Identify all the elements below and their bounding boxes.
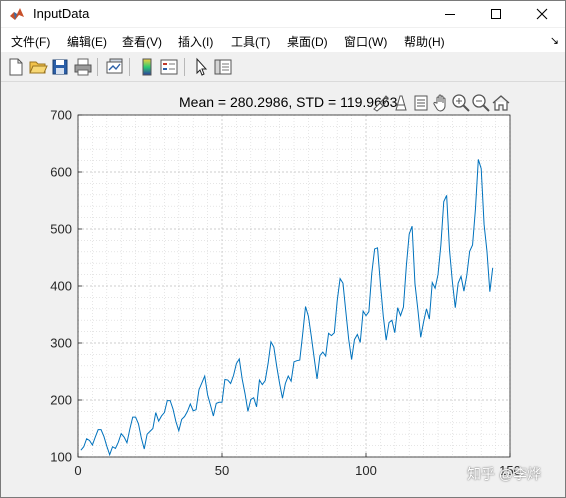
chart-title: Mean = 280.2986, STD = 119.9663 bbox=[179, 94, 398, 110]
zoom-in-icon[interactable] bbox=[451, 93, 471, 113]
rotate-icon[interactable] bbox=[411, 93, 431, 113]
title-bar[interactable]: InputData bbox=[1, 1, 565, 27]
toolbar-separator bbox=[97, 58, 98, 76]
print-icon[interactable] bbox=[73, 57, 93, 77]
menu-desktop[interactable]: 桌面(D) bbox=[287, 35, 328, 49]
x-tick-label: 0 bbox=[74, 463, 81, 478]
menu-file[interactable]: 文件(F) bbox=[11, 35, 51, 49]
maximize-button[interactable] bbox=[473, 1, 519, 27]
menu-tools[interactable]: 工具(T) bbox=[231, 35, 271, 49]
maximize-icon bbox=[491, 9, 501, 19]
y-tick-label: 100 bbox=[50, 450, 72, 465]
menu-view[interactable]: 查看(V) bbox=[122, 35, 162, 49]
insert-colorbar-icon[interactable] bbox=[137, 57, 157, 77]
toolbar-separator bbox=[129, 58, 130, 76]
insert-legend-icon[interactable] bbox=[159, 57, 179, 77]
close-button[interactable] bbox=[519, 1, 565, 27]
axes-ticks: 0 50 100 150 100 200 300 400 500 600 700 bbox=[50, 108, 521, 479]
y-tick-label: 400 bbox=[50, 279, 72, 294]
minimize-icon bbox=[445, 14, 455, 15]
y-tick-label: 700 bbox=[50, 108, 72, 123]
menu-insert[interactable]: 插入(I) bbox=[178, 35, 214, 49]
menu-window[interactable]: 窗口(W) bbox=[344, 35, 388, 49]
toolbar-separator bbox=[184, 58, 185, 76]
data-tips-icon[interactable] bbox=[391, 93, 411, 113]
chart-canvas[interactable]: 0 50 100 150 100 200 300 400 500 600 700 bbox=[1, 82, 565, 497]
watermark: 知乎 @李烨 bbox=[467, 466, 542, 482]
x-tick-label: 100 bbox=[355, 463, 377, 478]
axes-toolbar bbox=[371, 93, 513, 113]
y-tick-label: 500 bbox=[50, 222, 72, 237]
matlab-icon bbox=[10, 8, 24, 20]
y-tick-label: 200 bbox=[50, 393, 72, 408]
y-tick-label: 300 bbox=[50, 336, 72, 351]
figure-canvas: 0 50 100 150 100 200 300 400 500 600 700 bbox=[1, 82, 565, 497]
minimize-button[interactable] bbox=[427, 1, 473, 27]
x-tick-label: 50 bbox=[215, 463, 229, 478]
series-line-0[interactable] bbox=[80, 159, 494, 457]
brush-icon[interactable] bbox=[371, 93, 391, 113]
y-tick-label: 600 bbox=[50, 165, 72, 180]
save-icon[interactable] bbox=[50, 57, 70, 77]
x-tick-label: 150 bbox=[499, 463, 521, 478]
link-plot-icon[interactable] bbox=[105, 57, 125, 77]
new-figure-icon[interactable] bbox=[6, 57, 26, 77]
open-file-icon[interactable] bbox=[28, 57, 48, 77]
zoom-out-icon[interactable] bbox=[471, 93, 491, 113]
menu-collapse-arrow[interactable]: ↘ bbox=[549, 35, 559, 47]
figure-toolbar bbox=[1, 53, 565, 82]
data-series[interactable] bbox=[80, 159, 494, 457]
edit-plot-icon[interactable] bbox=[191, 57, 211, 77]
window-title: InputData bbox=[33, 6, 90, 21]
pan-icon[interactable] bbox=[431, 93, 451, 113]
property-inspector-icon[interactable] bbox=[213, 57, 233, 77]
menu-edit[interactable]: 编辑(E) bbox=[67, 35, 107, 49]
menu-help[interactable]: 帮助(H) bbox=[404, 35, 445, 49]
home-icon[interactable] bbox=[491, 93, 511, 113]
menu-bar: 文件(F) 编辑(E) 查看(V) 插入(I) 工具(T) 桌面(D) 窗口(W… bbox=[1, 28, 565, 52]
close-icon bbox=[536, 8, 548, 20]
